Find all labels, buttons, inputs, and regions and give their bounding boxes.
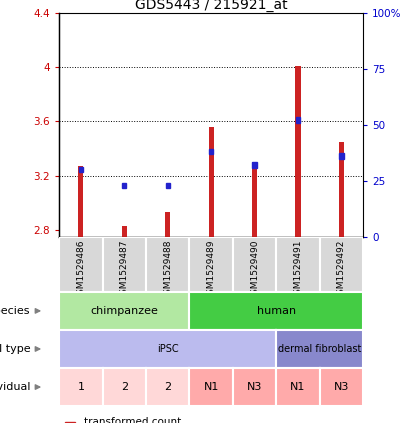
Text: GSM1529486: GSM1529486	[76, 239, 85, 300]
Bar	[339, 154, 344, 159]
Text: transformed count: transformed count	[84, 417, 182, 423]
FancyBboxPatch shape	[276, 237, 320, 292]
FancyBboxPatch shape	[146, 237, 189, 292]
Bar	[253, 162, 257, 168]
Text: species: species	[0, 306, 30, 316]
Bar	[79, 167, 83, 173]
Bar	[339, 142, 344, 237]
Bar	[165, 212, 170, 237]
Text: dermal fibroblast: dermal fibroblast	[278, 344, 361, 354]
Text: cell type: cell type	[0, 344, 30, 354]
FancyBboxPatch shape	[189, 237, 233, 292]
Text: GSM1529492: GSM1529492	[337, 239, 346, 300]
Text: N3: N3	[334, 382, 349, 392]
Text: individual: individual	[0, 382, 30, 392]
Bar	[122, 226, 127, 237]
Bar	[296, 118, 300, 123]
Bar	[252, 162, 257, 237]
Text: N1: N1	[290, 382, 306, 392]
Bar	[208, 127, 214, 237]
Text: N3: N3	[247, 382, 262, 392]
FancyBboxPatch shape	[59, 237, 102, 292]
Title: GDS5443 / 215921_at: GDS5443 / 215921_at	[135, 0, 288, 12]
Bar	[65, 422, 75, 423]
Bar	[78, 166, 84, 237]
Text: GSM1529489: GSM1529489	[206, 239, 216, 300]
Bar	[209, 149, 213, 154]
Text: iPSC: iPSC	[157, 344, 179, 354]
Text: GSM1529488: GSM1529488	[163, 239, 172, 300]
Bar	[166, 182, 170, 188]
FancyBboxPatch shape	[102, 237, 146, 292]
Text: human: human	[257, 306, 296, 316]
Text: N1: N1	[204, 382, 219, 392]
FancyBboxPatch shape	[320, 237, 363, 292]
Text: GSM1529490: GSM1529490	[250, 239, 259, 300]
FancyBboxPatch shape	[233, 237, 276, 292]
Text: GSM1529491: GSM1529491	[293, 239, 302, 300]
Bar	[122, 182, 126, 188]
Text: 1: 1	[78, 382, 84, 392]
Text: chimpanzee: chimpanzee	[90, 306, 158, 316]
Text: 2: 2	[164, 382, 171, 392]
Text: 2: 2	[121, 382, 128, 392]
Text: GSM1529487: GSM1529487	[120, 239, 129, 300]
Bar	[295, 66, 301, 237]
